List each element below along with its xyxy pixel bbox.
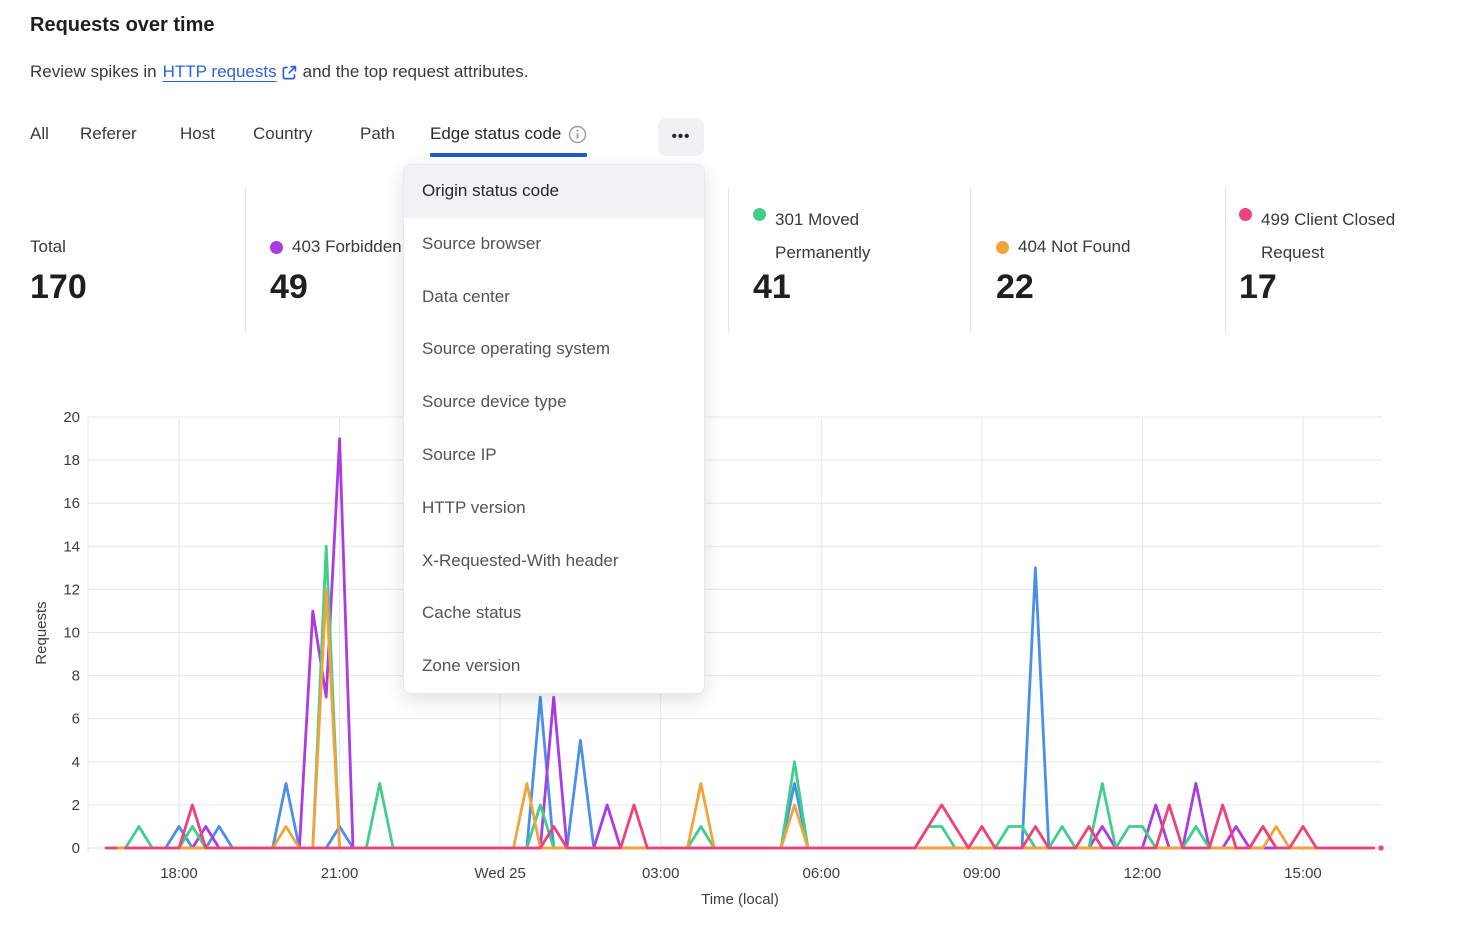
stat-403-forbidden: 403 Forbidden 49: [270, 188, 470, 334]
y-tick-label: 14: [63, 538, 80, 555]
y-tick-label: 16: [63, 495, 80, 512]
y-tick-label: 8: [72, 668, 80, 685]
series-end-dot: [1378, 845, 1384, 851]
tab-path[interactable]: Path: [360, 124, 395, 143]
y-tick-label: 10: [63, 625, 80, 642]
y-axis-title: Requests: [33, 601, 50, 664]
tab-edge-status-code[interactable]: Edge status code: [430, 124, 588, 157]
subtitle-suffix: and the top request attributes.: [302, 62, 529, 81]
more-tabs-button[interactable]: •••: [658, 118, 704, 156]
stat-499-label: 499 Client Closed Request: [1261, 210, 1396, 262]
x-tick-label: 15:00: [1284, 865, 1322, 882]
external-link-icon: [282, 65, 296, 79]
dropdown-item-source-ip[interactable]: Source IP: [422, 444, 497, 464]
series-dot-403: [270, 241, 283, 254]
stat-divider: [1225, 188, 1226, 333]
stat-301-label: 301 Moved Permanently: [775, 210, 871, 262]
dropdown-item-x-requested-with-header[interactable]: X-Requested-With header: [422, 550, 619, 570]
x-tick-label: 21:00: [321, 865, 359, 882]
stat-301-moved: 301 Moved Permanently 41: [753, 188, 923, 334]
stat-divider: [970, 188, 971, 333]
x-tick-label: Wed 25: [474, 865, 525, 882]
page-title: Requests over time: [30, 14, 215, 36]
chart-gridlines: [87, 416, 1382, 853]
dropdown-item-cache-status[interactable]: Cache status: [422, 603, 522, 623]
y-tick-label: 0: [72, 840, 80, 857]
series-dot-301: [753, 208, 766, 221]
dropdown-item-source-operating-system[interactable]: Source operating system: [422, 339, 611, 359]
series-dot-404: [996, 241, 1009, 254]
stat-403-value: 49: [270, 268, 308, 306]
y-tick-label: 20: [63, 409, 80, 426]
dropdown-item-zone-version[interactable]: Zone version: [422, 656, 521, 676]
y-tick-label: 4: [72, 754, 80, 771]
dropdown-item-data-center[interactable]: Data center: [422, 286, 510, 306]
x-tick-label: 18:00: [160, 865, 198, 882]
y-tick-label: 18: [63, 452, 80, 469]
subtitle: Review spikes in HTTP requests and the t…: [30, 62, 529, 82]
stat-total-label: Total: [30, 237, 66, 256]
tab-all[interactable]: All: [30, 124, 49, 143]
stat-total-value: 170: [30, 268, 87, 306]
stat-divider: [245, 188, 246, 333]
subtitle-prefix: Review spikes in: [30, 62, 157, 81]
http-requests-link[interactable]: HTTP requests: [163, 62, 297, 82]
tab-country[interactable]: Country: [253, 124, 313, 143]
stat-404-value: 22: [996, 268, 1034, 306]
tab-referer[interactable]: Referer: [80, 124, 137, 143]
series-line-403-forbidden: [110, 437, 1372, 850]
x-tick-label: 09:00: [963, 865, 1001, 882]
stat-total: Total 170: [30, 188, 87, 334]
stat-404-label: 404 Not Found: [1018, 237, 1131, 256]
series-line-499-client-closed-request: [124, 803, 1376, 850]
series-dot-499: [1239, 208, 1252, 221]
dropdown-item-source-browser[interactable]: Source browser: [422, 233, 542, 253]
info-icon[interactable]: [568, 125, 587, 144]
x-axis-title: Time (local): [701, 891, 779, 908]
stat-404-not-found: 404 Not Found 22: [996, 188, 1206, 334]
stat-499-value: 17: [1239, 268, 1277, 306]
dropdown-item-source-device-type[interactable]: Source device type: [422, 392, 567, 412]
x-tick-label: 06:00: [803, 865, 841, 882]
tab-host[interactable]: Host: [180, 124, 215, 143]
y-tick-label: 6: [72, 711, 80, 728]
stat-301-value: 41: [753, 268, 791, 306]
y-tick-label: 2: [72, 797, 80, 814]
y-tick-label: 12: [63, 581, 80, 598]
stat-499-client-closed: 499 Client Closed Request 17: [1239, 188, 1439, 334]
stat-divider: [728, 188, 729, 333]
dropdown-item-http-version[interactable]: HTTP version: [422, 497, 526, 517]
dropdown-item-origin-status-code[interactable]: Origin status code: [404, 165, 704, 218]
attribute-dropdown-menu: Origin status code Source browser Data cen…: [403, 164, 705, 694]
x-tick-label: 03:00: [642, 865, 680, 882]
x-tick-label: 12:00: [1124, 865, 1162, 882]
stat-403-label: 403 Forbidden: [292, 237, 402, 256]
tabs-row: All Referer Host Country Path Edge statu…: [0, 118, 1458, 157]
